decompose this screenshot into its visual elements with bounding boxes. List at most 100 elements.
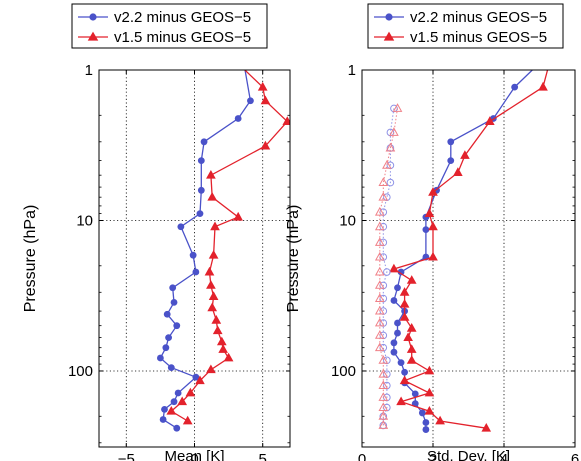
data-point <box>386 178 395 187</box>
x-axis-label: Mean [K] <box>164 448 224 461</box>
data-point <box>234 115 242 122</box>
data-point <box>394 284 401 292</box>
data-point <box>197 157 205 165</box>
data-point <box>165 334 172 341</box>
data-point <box>260 140 271 150</box>
data-point <box>406 344 417 353</box>
data-point <box>374 317 385 327</box>
data-point <box>196 210 204 218</box>
data-point <box>447 138 455 146</box>
data-point <box>174 389 182 397</box>
data-point <box>422 419 430 426</box>
legend-entry-label: v1.5 minus GEOS−5 <box>114 29 251 46</box>
legend: v2.2 minus GEOS−5 v1.5 minus GEOS−5 <box>367 3 564 49</box>
data-point <box>166 405 177 415</box>
y-axis-label: Pressure (hPa) <box>22 205 39 313</box>
data-point <box>460 150 470 159</box>
data-point <box>390 339 398 347</box>
data-point <box>401 368 408 376</box>
data-point <box>223 352 234 362</box>
x-axis-label: Std. Dev. [K] <box>427 448 510 461</box>
x-tick-label: 0 <box>190 451 198 461</box>
data-point <box>282 116 290 125</box>
data-point <box>428 251 438 261</box>
data-point <box>170 298 178 306</box>
data-point <box>447 157 455 165</box>
data-point <box>378 392 389 401</box>
data-point <box>195 375 205 385</box>
data-point <box>378 191 389 201</box>
x-tick-label: 4 <box>500 451 508 461</box>
data-point <box>161 405 168 413</box>
data-point <box>406 355 417 364</box>
legend: v2.2 minus GEOS−5 v1.5 minus GEOS−5 <box>71 3 268 49</box>
data-point <box>374 266 385 276</box>
series-stddev-3-line <box>379 108 398 426</box>
data-point <box>216 336 227 346</box>
y-axis-label: Pressure (hPa) <box>285 205 302 313</box>
data-point <box>399 312 410 321</box>
data-point <box>378 402 389 411</box>
data-point <box>484 116 495 125</box>
data-point <box>481 422 492 432</box>
data-point <box>247 97 254 105</box>
legend-marker <box>89 13 97 21</box>
data-point <box>218 344 228 353</box>
data-point <box>383 268 391 276</box>
data-point <box>424 365 435 375</box>
data-point <box>374 237 385 246</box>
series-stddev-2-line <box>382 108 395 426</box>
data-point <box>538 81 548 91</box>
y-tick-label: 1 <box>85 62 93 79</box>
axes-frame <box>361 69 576 448</box>
data-point <box>211 314 222 324</box>
data-point <box>208 291 219 300</box>
data-point <box>424 208 435 217</box>
data-point <box>192 373 200 381</box>
data-point <box>374 206 385 216</box>
plot-area <box>374 60 549 433</box>
data-point <box>200 138 208 146</box>
data-point <box>453 167 463 176</box>
data-point <box>189 251 197 259</box>
data-point <box>212 325 223 335</box>
data-point <box>390 348 398 356</box>
data-point <box>536 60 543 67</box>
data-point <box>162 344 170 352</box>
data-point <box>396 396 406 406</box>
data-point <box>511 83 519 91</box>
data-point <box>394 329 401 337</box>
data-point <box>392 103 403 112</box>
data-point <box>422 226 430 234</box>
data-point <box>207 302 218 312</box>
data-point <box>378 355 389 364</box>
data-point <box>163 310 171 318</box>
data-point <box>206 280 216 289</box>
data-point <box>399 298 410 308</box>
data-point <box>374 342 385 352</box>
y-tick-label: 100 <box>68 363 93 380</box>
data-point <box>424 405 435 415</box>
x-tick-label: 0 <box>358 451 366 461</box>
data-point <box>177 223 185 231</box>
data-point <box>257 81 268 91</box>
series-stddev-0-line <box>393 70 534 430</box>
chart-panel-stddev: 0 2 4 6 1 10 100 Std. Dev. [K] Pressure (hPa) v2.… <box>285 3 579 461</box>
data-point <box>424 387 435 397</box>
y-tick-label: 10 <box>339 212 356 229</box>
data-point <box>397 268 405 276</box>
data-point <box>159 416 167 423</box>
legend-entry-label: v2.2 minus GEOS−5 <box>114 9 251 26</box>
y-tick-label: 10 <box>76 212 93 229</box>
data-point <box>435 415 445 425</box>
legend-box <box>367 3 564 49</box>
data-point <box>399 375 410 385</box>
data-point <box>173 322 181 330</box>
legend-marker <box>87 31 99 41</box>
data-point <box>374 293 385 302</box>
legend-entry-label: v2.2 minus GEOS−5 <box>410 9 547 26</box>
data-point <box>374 251 385 261</box>
data-point <box>390 297 398 304</box>
data-point <box>403 332 413 341</box>
